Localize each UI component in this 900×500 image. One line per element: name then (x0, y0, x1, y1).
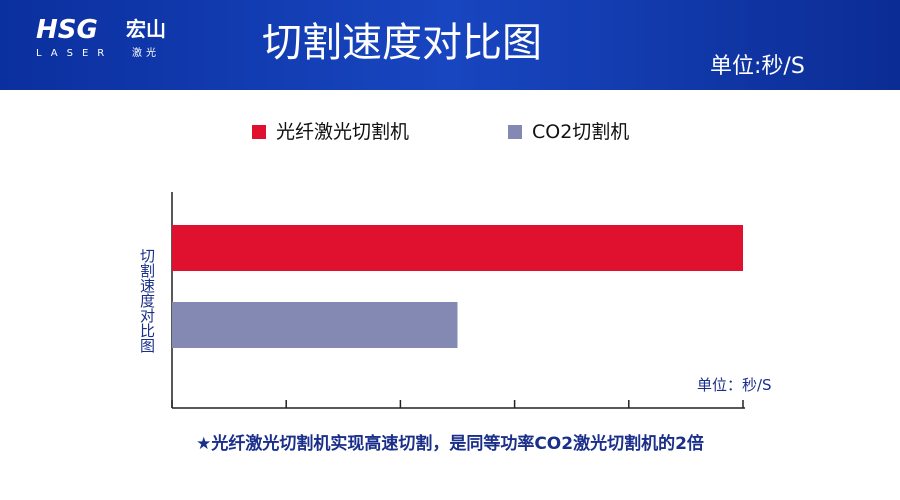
page-title: 切割速度对比图 (262, 20, 542, 66)
legend-label: CO2切割机 (532, 121, 629, 143)
bar (172, 225, 743, 271)
unit-label: 单位：秒/S (697, 376, 772, 394)
unit: 单位:秒/S (710, 54, 805, 79)
legend-label: 光纤激光切割机 (276, 121, 409, 143)
legend-swatch (508, 125, 522, 139)
bar (172, 302, 458, 348)
legend-swatch (252, 125, 266, 139)
logo-sub-cn: 激光 (132, 46, 160, 59)
logo-cn: 宏山 (126, 17, 166, 41)
header-band (0, 0, 900, 90)
logo: HSG (36, 15, 98, 45)
y-axis-label: 切割速度对比图 (138, 248, 156, 353)
footnote: ★光纤激光切割机实现高速切割，是同等功率CO2激光切割机的2倍 (196, 433, 704, 454)
logo-sub: LASER (36, 48, 113, 59)
